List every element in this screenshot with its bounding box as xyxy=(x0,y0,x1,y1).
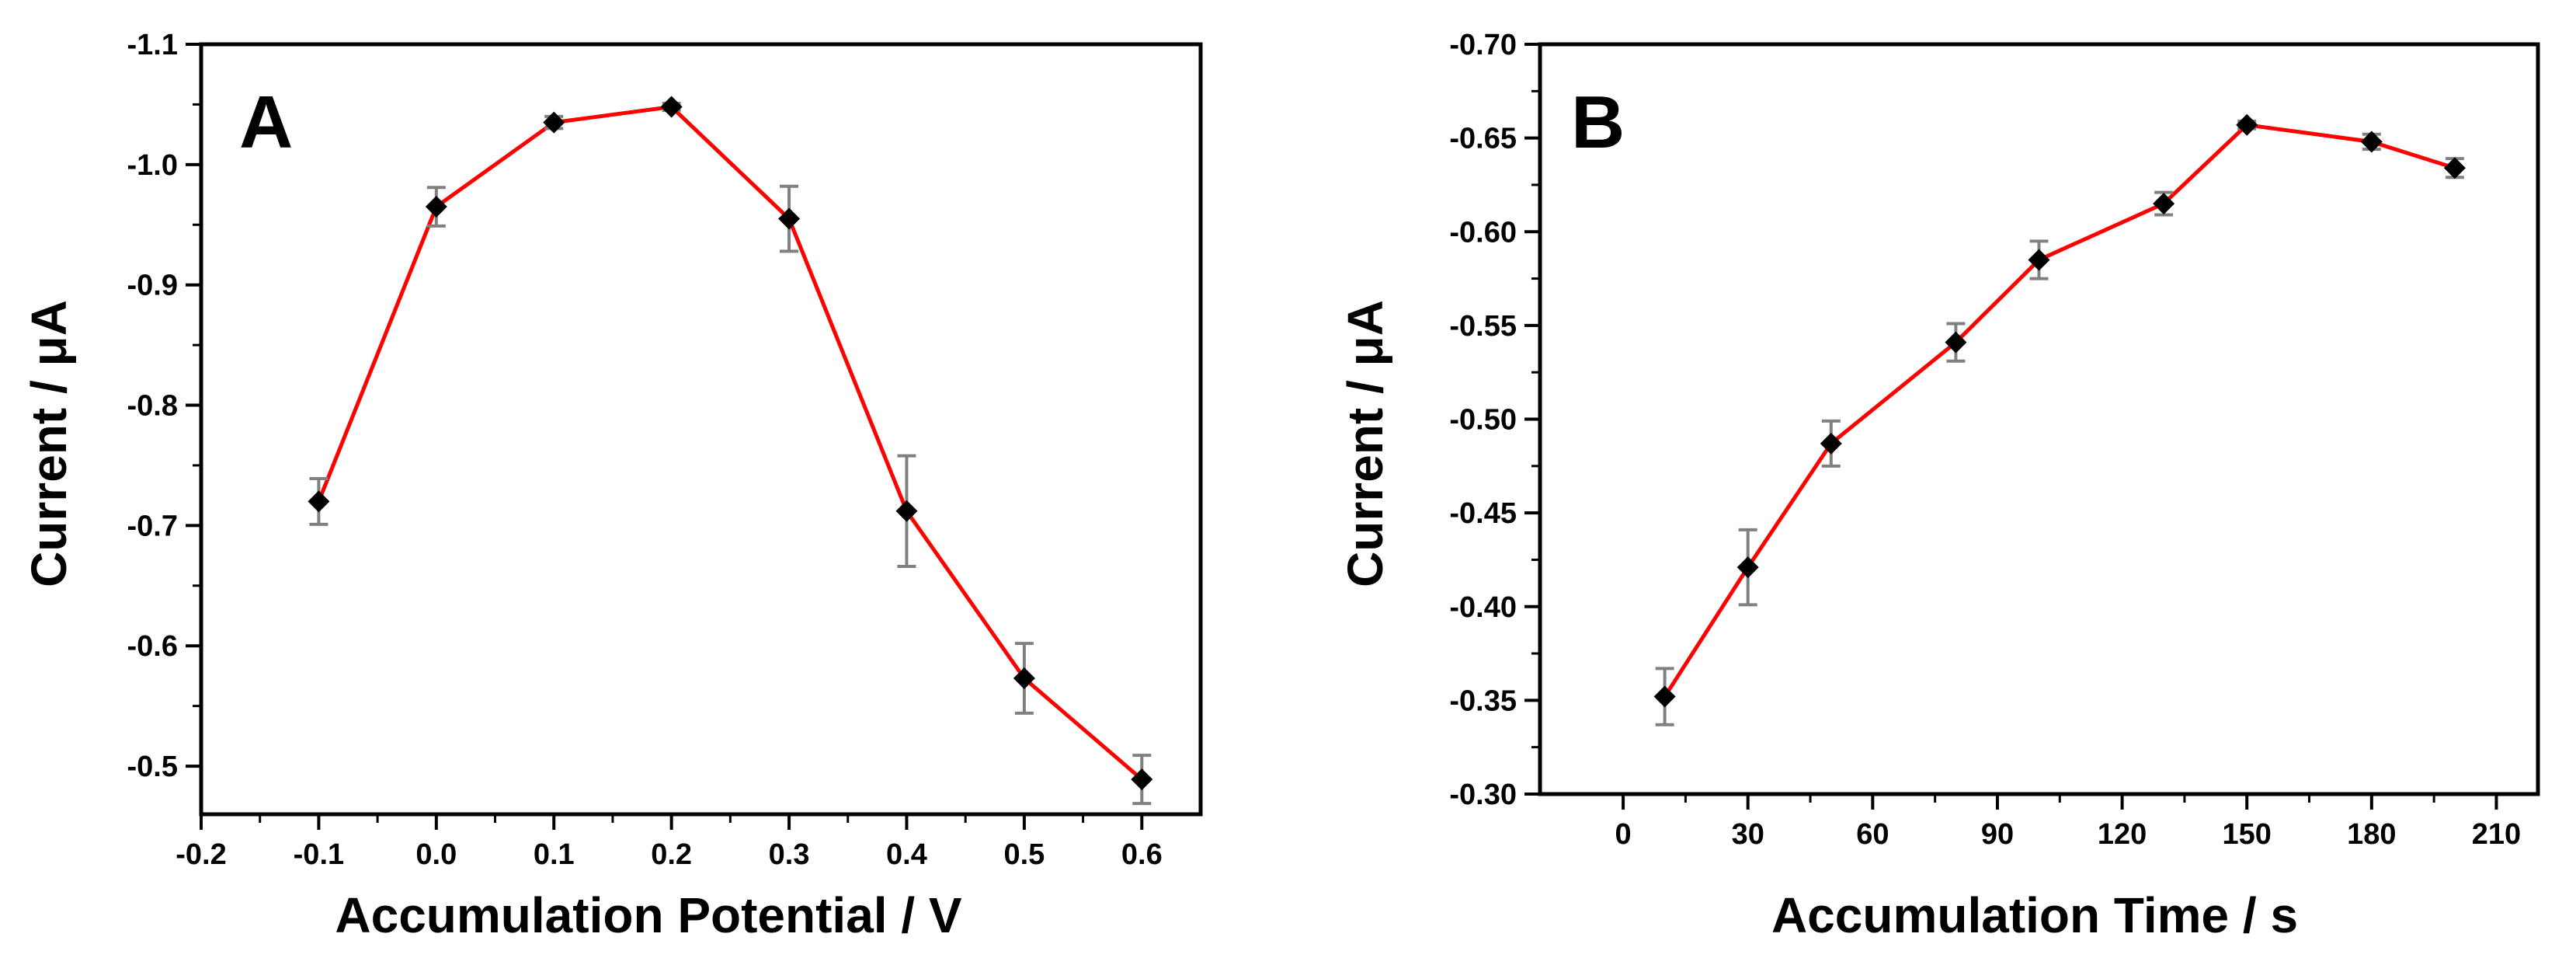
panel-a-y-tick-label: -1.1 xyxy=(127,29,178,61)
panel-b-data-point xyxy=(1653,685,1676,708)
panel-b-x-tick-label: 120 xyxy=(2098,818,2147,851)
panel-a-x-tick-label: 0.2 xyxy=(651,838,692,871)
panel-a-y-tick-label: -0.9 xyxy=(127,270,178,302)
panel-b-y-tick-label: -0.45 xyxy=(1449,497,1517,530)
panel-a-y-tick-label: -0.6 xyxy=(127,630,178,663)
panel-b-data-point xyxy=(1945,331,1967,354)
panel-b-y-tick-label: -0.40 xyxy=(1449,591,1517,624)
panel-a-data-point xyxy=(543,111,565,134)
panel-b-x-tick-label: 90 xyxy=(1981,818,2014,851)
panel-b-y-tick-label: -0.70 xyxy=(1449,29,1517,61)
panel-b-y-tick-label: -0.50 xyxy=(1449,404,1517,437)
panel-b-data-point xyxy=(2443,157,2466,179)
panel-a-data-point xyxy=(1013,667,1035,690)
panel-a-y-tick-label: -0.5 xyxy=(127,751,178,783)
panel-a-y-axis-title: Current / μA xyxy=(21,300,77,587)
panel-b-plot-frame xyxy=(1538,42,2540,796)
panel-b-y-tick-label: -0.65 xyxy=(1449,123,1517,155)
panel-a-plot-content xyxy=(308,96,1153,806)
panel-b-plot-content xyxy=(1653,113,2466,726)
panel-b-x-tick-label: 30 xyxy=(1732,818,1764,851)
panel-b-y-tick-label: -0.35 xyxy=(1449,685,1517,717)
panel-a-x-tick-label: 0.3 xyxy=(769,838,810,871)
panel-a-axis-ticks: -0.2 -0.1 0.0 0.1 0.2 0.3 0.4 0.5 0.6 -0.5 -0.6 -0.… xyxy=(127,29,1163,871)
panel-b-data-point xyxy=(2028,249,2050,271)
panel-a-data-point xyxy=(1131,768,1153,791)
panel-b-chart: B 0 30 60 90 120 150 180 210 -0.30 -0.35 -0.40 -0.4… xyxy=(1337,29,2540,943)
panel-a-y-tick-label: -0.7 xyxy=(127,510,178,542)
panel-a-x-tick-label: 0.6 xyxy=(1121,838,1163,871)
panel-a-data-point xyxy=(778,207,801,230)
panel-b-y-tick-label: -0.60 xyxy=(1449,216,1517,249)
panel-b-data-point xyxy=(2236,113,2258,136)
panel-a-plot-frame xyxy=(199,42,1203,817)
panel-a-data-point xyxy=(895,500,918,522)
panel-a-x-tick-label: 0.1 xyxy=(534,838,575,871)
panel-b-data-point xyxy=(2153,193,2175,215)
panel-b-x-tick-label: 0 xyxy=(1615,818,1632,851)
panel-a-x-tick-label: 0.0 xyxy=(415,838,457,871)
panel-a-x-tick-label: 0.5 xyxy=(1003,838,1045,871)
panel-a-y-tick-label: -1.0 xyxy=(127,149,178,182)
panel-a-x-axis-title: Accumulation Potential / V xyxy=(335,887,962,943)
panel-b-series-line xyxy=(1663,123,2456,698)
panel-a-x-tick-label: -0.1 xyxy=(294,838,344,871)
panel-b-data-point xyxy=(1736,556,1759,579)
panel-a-chart: A -0.2 -0.1 0.0 0.1 0.2 0.3 0.4 0.5 0.6-0.5-0.6-… xyxy=(21,29,1203,943)
panel-a-data-point xyxy=(308,490,330,513)
panel-b-axis-ticks: 0 30 60 90 120 150 180 210 -0.30 -0.35 -0.40 -0.45 -… xyxy=(1449,29,2521,851)
panel-b-y-axis-title: Current / μA xyxy=(1337,300,1393,587)
panel-b-letter: B xyxy=(1571,81,1625,164)
panel-a-x-tick-label: 0.4 xyxy=(886,838,927,871)
panel-b-x-axis-title: Accumulation Time / s xyxy=(1771,887,2298,943)
panel-a-y-tick-label: -0.8 xyxy=(127,390,178,423)
panel-a-letter: A xyxy=(239,81,293,164)
panel-b-y-tick-label: -0.30 xyxy=(1449,779,1517,811)
panel-a-data-point xyxy=(660,96,683,118)
panel-b-x-tick-label: 210 xyxy=(2472,818,2521,851)
panel-a-x-tick-label: -0.2 xyxy=(176,838,226,871)
panel-b-x-tick-label: 150 xyxy=(2223,818,2272,851)
panel-a-data-point xyxy=(425,196,447,218)
panel-b-x-tick-label: 180 xyxy=(2347,818,2396,851)
panel-b-x-tick-label: 60 xyxy=(1856,818,1889,851)
panel-b-data-point xyxy=(2360,131,2383,153)
panel-b-data-point xyxy=(1820,432,1842,455)
panel-a-series-line xyxy=(317,105,1143,781)
panel-b-y-tick-label: -0.55 xyxy=(1449,310,1517,343)
